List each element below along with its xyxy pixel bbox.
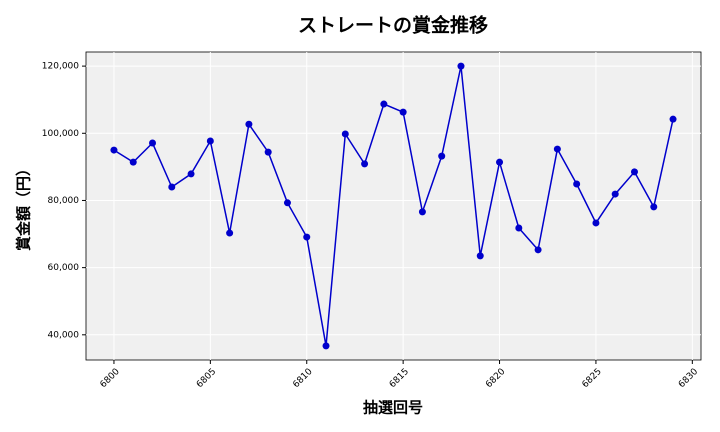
data-point: [206, 137, 214, 145]
data-point: [592, 219, 600, 227]
data-point: [129, 158, 137, 166]
data-point: [553, 145, 561, 153]
data-point: [322, 342, 330, 350]
data-point: [534, 246, 542, 254]
data-point: [476, 252, 484, 260]
data-point: [399, 108, 407, 116]
y-axis-label: 賞金額（円）: [15, 161, 33, 251]
data-point: [438, 152, 446, 160]
data-point: [496, 158, 504, 166]
data-point: [669, 115, 677, 123]
y-tick-label: 40,000: [48, 330, 80, 340]
x-tick-label: 6830: [677, 367, 700, 390]
x-tick-label: 6810: [291, 367, 314, 390]
data-point: [418, 208, 426, 216]
x-tick-label: 6800: [99, 367, 122, 390]
x-tick-label: 6820: [484, 367, 507, 390]
data-point: [573, 180, 581, 188]
data-point: [168, 183, 176, 191]
data-point: [303, 233, 311, 241]
plot-area: [85, 51, 702, 361]
y-tick-label: 100,000: [42, 129, 79, 139]
data-point: [110, 146, 118, 154]
data-point: [264, 148, 272, 156]
data-point: [341, 130, 349, 138]
data-point: [380, 100, 388, 108]
data-point: [226, 229, 234, 237]
chart-title: ストレートの賞金推移: [298, 14, 488, 37]
series-line: [113, 65, 674, 347]
x-tick-label: 6805: [195, 367, 218, 390]
data-point: [361, 160, 369, 168]
y-tick-label: 120,000: [42, 62, 79, 72]
data-point: [611, 190, 619, 198]
data-point: [187, 170, 195, 178]
data-point: [245, 120, 253, 128]
x-axis-label: 抽選回号: [363, 399, 423, 417]
x-tick-label: 6825: [581, 367, 604, 390]
data-point: [149, 139, 157, 147]
y-tick-label: 80,000: [48, 196, 80, 206]
data-point: [650, 203, 658, 211]
data-point: [515, 224, 523, 232]
data-point: [283, 199, 291, 207]
data-point: [630, 168, 638, 176]
y-tick-label: 60,000: [48, 263, 80, 273]
data-point: [457, 62, 465, 70]
x-tick-label: 6815: [388, 367, 411, 390]
